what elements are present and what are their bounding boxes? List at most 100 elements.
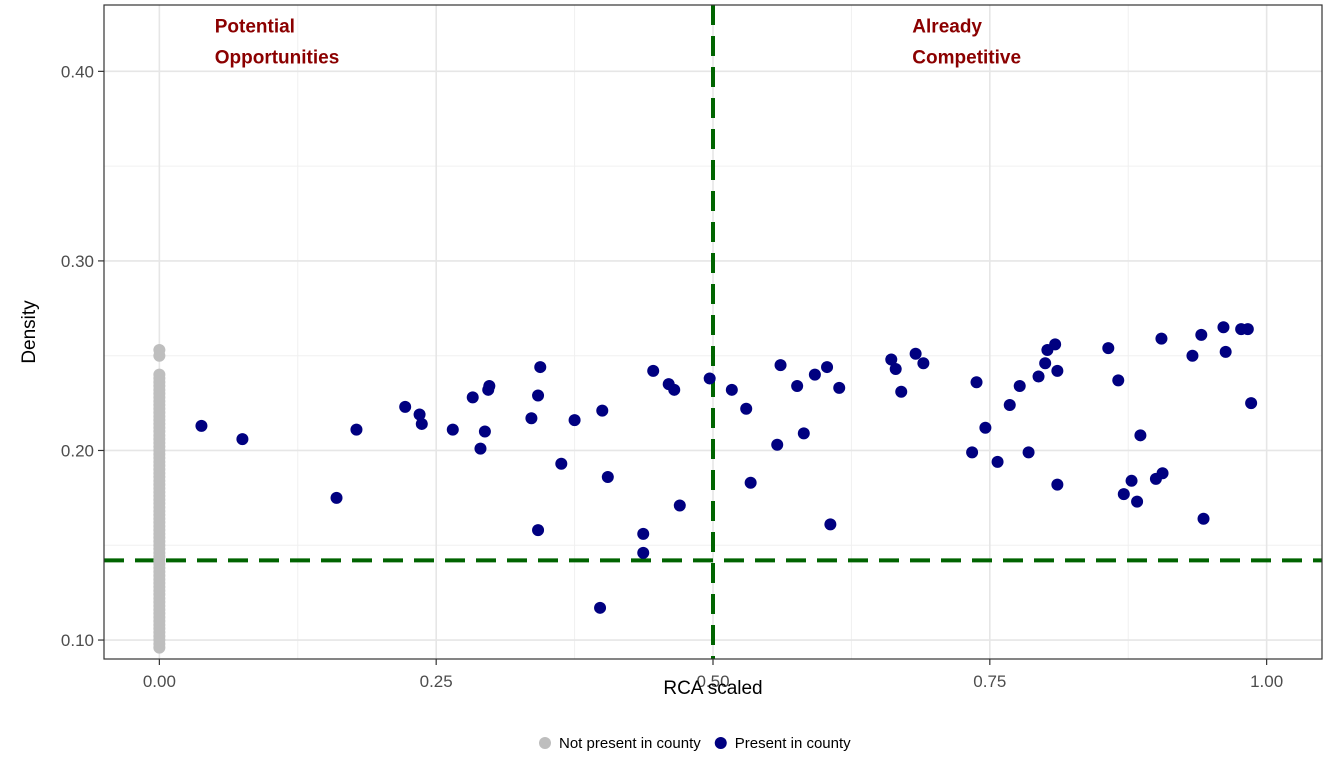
data-point [797,427,810,440]
data-point [637,527,650,540]
data-point [833,381,846,394]
data-point [668,383,681,396]
data-point [917,357,930,370]
data-point [808,368,821,381]
data-point [979,421,992,434]
data-point [1039,357,1052,370]
data-point [909,347,922,360]
data-point [1156,467,1169,480]
data-point [771,438,784,451]
legend-item-0: Not present in county [539,735,701,752]
quadrant-label: Already Competitive [912,16,1021,68]
data-point [1051,364,1064,377]
data-point [594,601,607,614]
quadrant-label-line: Competitive [912,47,1021,68]
data-point [474,442,487,455]
data-point [1195,328,1208,341]
data-point [525,412,538,425]
data-point [966,446,979,459]
data-point [889,362,902,375]
data-point [415,417,428,430]
data-point [1186,349,1199,362]
data-point [740,402,753,415]
data-point [1134,429,1147,442]
data-point [1032,370,1045,383]
legend-key [539,737,551,749]
data-point [725,383,738,396]
data-point [236,433,249,446]
data-point [1219,345,1232,358]
data-point [895,385,908,398]
data-points [153,321,1258,654]
data-point [885,353,898,366]
x-tick-label: 0.00 [143,672,176,691]
data-point [555,457,568,470]
data-point [532,389,545,402]
data-point [1003,398,1016,411]
axis-tick-labels: 0.00 0.25 0.50 0.75 1.00 0.10 0.20 0.30 0.40 [61,62,1283,691]
data-point [413,408,426,421]
legend-item-1: Present in county [714,735,851,752]
data-point [824,518,837,531]
data-point [1022,446,1035,459]
data-point [466,391,479,404]
data-point [1049,338,1062,351]
data-point [991,455,1004,468]
data-point [791,380,804,393]
x-tick-label: 0.25 [420,672,453,691]
data-point [350,423,363,436]
data-point [153,368,166,381]
legend-label: Present in county [735,735,851,752]
reference-lines [104,5,1322,659]
data-point [744,476,757,489]
data-point [1155,332,1168,345]
data-point [1013,380,1026,393]
data-point [1112,374,1125,387]
data-point [1245,397,1258,410]
x-tick-label: 0.75 [973,672,1006,691]
data-point [1241,323,1254,336]
data-point [446,423,459,436]
y-tick-label: 0.40 [61,62,94,81]
series-0 [153,344,166,654]
data-point [532,524,545,537]
data-point [1131,495,1144,508]
quadrant-label-line: Opportunities [215,47,340,68]
series-1 [195,321,1258,614]
data-point [534,361,547,374]
quadrant-annotations: Potential Opportunities Already Competitive [215,16,1021,68]
data-point [601,471,614,484]
data-point [330,491,343,504]
data-point [703,372,716,385]
data-point [399,400,412,413]
x-tick-label: 1.00 [1250,672,1283,691]
quadrant-label: Potential Opportunities [215,16,340,68]
data-point [673,499,686,512]
axis-ticks [98,70,1268,665]
data-point [647,364,660,377]
data-point [637,546,650,559]
data-point [970,376,983,389]
legend-key [714,737,727,749]
data-point [1197,512,1210,525]
x-axis-title: RCA scaled [663,678,762,699]
y-tick-label: 0.30 [61,252,94,271]
data-point [1051,478,1064,491]
y-tick-label: 0.10 [61,631,94,650]
y-tick-label: 0.20 [61,441,94,460]
data-point [478,425,491,438]
quadrant-label-line: Potential [215,16,295,37]
data-point [153,344,166,357]
data-point [1117,488,1130,501]
data-point [774,359,787,372]
legend: Not present in county Present in county [539,735,851,752]
data-point [1102,342,1115,355]
data-point [568,414,581,427]
legend-label: Not present in county [559,735,701,752]
y-axis-title: Density [19,300,40,364]
x-tick-label: 0.50 [696,672,729,691]
data-point [821,361,834,374]
data-point [195,419,208,432]
data-point [596,404,609,417]
